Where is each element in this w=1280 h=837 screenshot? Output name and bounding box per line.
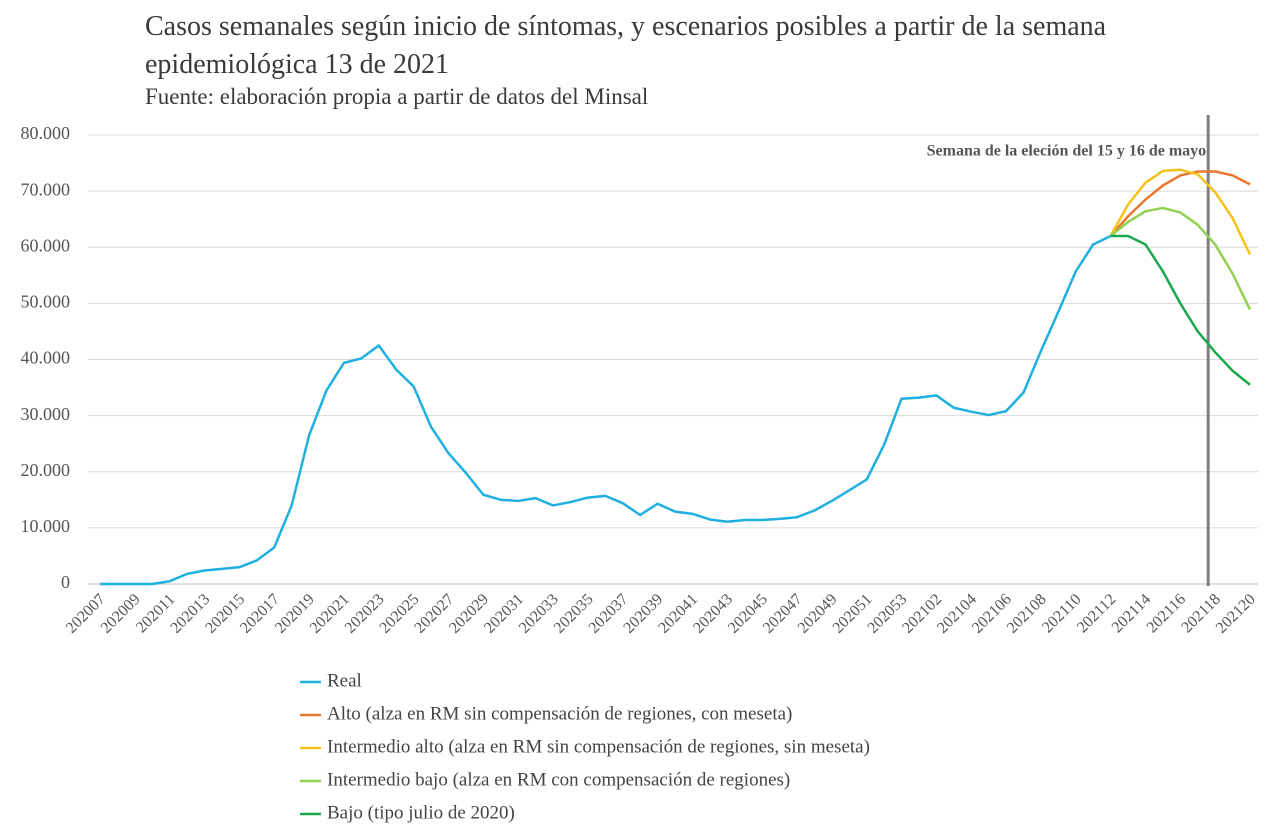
y-tick-label: 0: [61, 572, 70, 592]
legend-label: Bajo (tipo julio de 2020): [327, 802, 515, 823]
y-tick-label: 40.000: [21, 348, 71, 368]
y-tick-label: 20.000: [21, 460, 71, 480]
legend-label: Intermedio bajo (alza en RM con compensa…: [327, 769, 790, 790]
legend-label: Alto (alza en RM sin compensación de reg…: [327, 703, 792, 724]
chart-title: Casos semanales según inicio de síntomas…: [145, 11, 1107, 80]
y-tick-label: 60.000: [21, 235, 71, 255]
y-tick-label: 10.000: [21, 516, 71, 536]
series-line: [1109, 168, 1252, 256]
series-line: [1109, 170, 1251, 237]
chart-subtitle: Fuente: elaboración propia a partir de d…: [145, 84, 649, 109]
series-line: [100, 234, 1112, 586]
series-line: [1110, 234, 1251, 386]
y-tick-label: 70.000: [21, 179, 71, 199]
legend-label: Real: [327, 670, 362, 691]
legend-label: Intermedio alto (alza en RM sin compensa…: [327, 736, 870, 757]
x-tick-label: 202108: [1004, 591, 1050, 637]
x-tick-label: 202120: [1213, 591, 1259, 637]
y-tick-label: 30.000: [21, 404, 71, 424]
x-tick-label: 202009: [98, 591, 144, 637]
annotation: Semana de la eleción del 15 y 16 de mayo: [927, 143, 1207, 160]
y-tick-label: 80.000: [21, 123, 71, 143]
y-tick-label: 50.000: [21, 292, 71, 312]
series-line: [1109, 206, 1252, 311]
